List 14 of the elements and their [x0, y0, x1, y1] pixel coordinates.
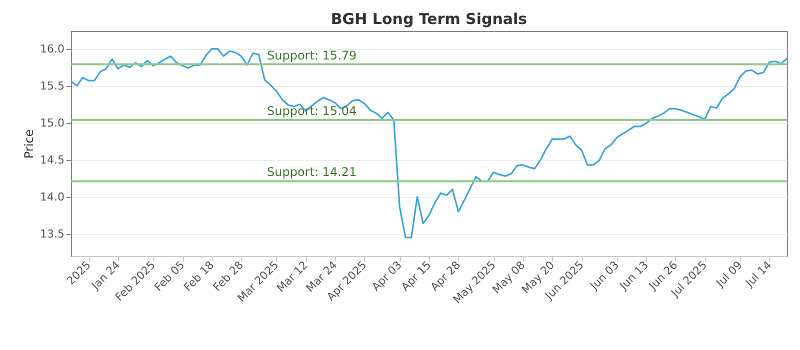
x-tick-label: Jul 09	[713, 258, 745, 290]
x-tick-label: Jul 14	[742, 258, 774, 290]
ref-line-label: Support: 15.04	[267, 104, 357, 118]
y-tick-label: 14.0	[40, 190, 64, 204]
y-tick-label: 14.5	[40, 153, 64, 166]
y-tick-label: 16.0	[40, 42, 64, 56]
y-tick-label: 15.5	[40, 79, 64, 92]
ref-line-label: Support: 15.79	[267, 48, 357, 62]
line-series	[70, 48, 788, 238]
ref-line-label: Support: 14.21	[267, 165, 357, 180]
y-tick-label: 15.0	[40, 116, 64, 130]
y-tick-label: 13.5	[40, 227, 64, 240]
chart-title: BGH Long Term Signals	[330, 10, 528, 28]
y-axis-title: Price	[22, 129, 36, 159]
